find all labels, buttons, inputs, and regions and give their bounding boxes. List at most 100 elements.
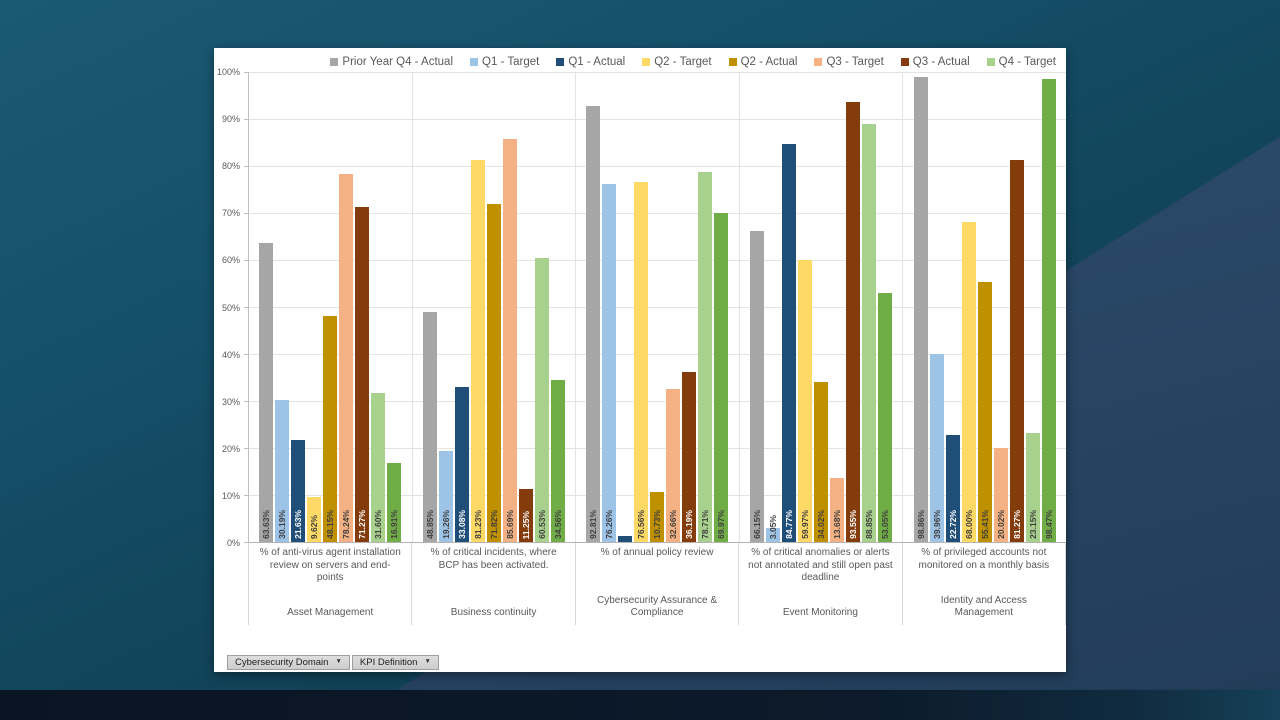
legend-marker <box>556 58 565 66</box>
bar-value-label: 34.02% <box>816 510 827 539</box>
bar-cell: 22.72% <box>945 72 960 542</box>
bar-value-label: 60.53% <box>536 510 547 539</box>
legend-label: Q1 - Target <box>482 56 540 68</box>
bar-cell: 78.24% <box>339 72 354 542</box>
y-axis-tick <box>244 307 249 308</box>
bar-q1-target <box>602 183 617 542</box>
bar-cell: 36.19% <box>682 72 697 542</box>
legend-label: Q1 - Actual <box>568 56 626 68</box>
gridline <box>249 448 1066 449</box>
bar-cell: 34.56% <box>550 72 565 542</box>
bar-prior-year-q4-actual <box>422 312 437 542</box>
bar-cell: 31.60% <box>371 72 386 542</box>
bar-prior-year-q4-actual <box>750 231 765 542</box>
bar-cell: 55.41% <box>977 72 992 542</box>
bar-q1-actual <box>454 386 469 542</box>
legend-item-q4-target: Q4 - Target <box>986 56 1056 68</box>
bar-q4-actual <box>714 213 729 542</box>
y-tick-label: 10% <box>221 490 240 501</box>
bar-q2-actual <box>814 382 829 542</box>
legend-item-prior-year-q4-actual: Prior Year Q4 - Actual <box>330 56 453 68</box>
bar-cell: 19.26% <box>438 72 453 542</box>
legend-marker <box>642 58 651 66</box>
plot-area: 63.63% 30.19% 21.63% 9.62% 48.15% 78.24% 71.27… <box>244 72 1066 543</box>
category-kpi-label: % of privileged accounts not monitored o… <box>918 547 1050 571</box>
bar-q3-target <box>993 447 1008 542</box>
bar-q1-actual <box>945 435 960 542</box>
category-kpi-label: % of critical anomalies or alerts not an… <box>748 547 893 583</box>
bar-prior-year-q4-actual <box>913 77 928 542</box>
y-axis: 0% 10% 20% 30% 40% 50% 60% 70% 80% 90% 100% <box>214 67 245 548</box>
y-tick-label: 90% <box>221 114 240 125</box>
legend-marker <box>470 58 479 66</box>
legend-item-q2-actual: Q2 - Actual <box>728 56 798 68</box>
bar-value-label: 31.60% <box>373 510 384 539</box>
bar-q4-target <box>534 257 549 542</box>
legend-label: Q2 - Actual <box>740 56 798 68</box>
bar-group-business-continuity: 48.85% 19.26% 33.08% 81.23% 71.82% 85.69% 11.2… <box>413 72 577 542</box>
bar-value-label: 39.96% <box>931 510 942 539</box>
bar-q1-actual <box>291 440 306 542</box>
bar-cell: 9.62% <box>307 72 322 542</box>
bar-q1-target <box>275 400 290 542</box>
bar-cell: 39.96% <box>929 72 944 542</box>
bar-cell: 23.15% <box>1025 72 1040 542</box>
bar-value-label: 71.82% <box>488 510 499 539</box>
gridline <box>249 260 1066 261</box>
bar-value-label: 69.97% <box>716 510 727 539</box>
category-kpi-label: % of anti-virus agent installation revie… <box>259 547 401 583</box>
bar-cell: 11.25% <box>518 72 533 542</box>
bar-value-label: 20.02% <box>995 510 1006 539</box>
bar-q2-actual <box>323 315 338 542</box>
bar-cell: 81.27% <box>1009 72 1024 542</box>
category-domain-label: Business continuity <box>450 607 537 618</box>
bar-q2-actual <box>650 491 665 542</box>
bar-group-event-monitoring: 66.15% 3.05% 84.77% 59.97% 34.02% 13.68% 93.55… <box>740 72 904 542</box>
bar-value-label: 34.56% <box>552 510 563 539</box>
bar-cell: 16.91% <box>387 72 402 542</box>
bar-value-label: 32.66% <box>668 510 679 539</box>
bar-value-label: 93.55% <box>848 510 859 539</box>
bar-value-label: 63.63% <box>261 510 272 539</box>
bar-q4-target <box>371 393 386 542</box>
category-cell-identity-and-access-management: % of privileged accounts not monitored o… <box>901 543 1067 625</box>
bar-q3-actual <box>682 371 697 542</box>
bar-cell: 30.19% <box>275 72 290 542</box>
category-axis: % of anti-virus agent installation revie… <box>248 543 1067 625</box>
cybersecurity-domain-filter-button[interactable]: Cybersecurity Domain ▼ <box>227 655 350 670</box>
bar-cell: 78.71% <box>698 72 713 542</box>
bar-q3-actual <box>846 102 861 542</box>
category-kpi-label: % of annual policy review <box>600 547 714 558</box>
gridline <box>249 119 1066 120</box>
legend-item-q3-target: Q3 - Target <box>814 56 884 68</box>
bar-value-label: 11.25% <box>520 510 531 539</box>
y-axis-tick <box>244 542 249 543</box>
y-tick-label: 20% <box>221 443 240 454</box>
bar-value-label: 76.56% <box>636 510 647 539</box>
bar-value-label: 55.41% <box>979 510 990 539</box>
bar-value-label: 21.63% <box>293 510 304 539</box>
legend-label: Q2 - Target <box>654 56 712 68</box>
bar-cell: 88.85% <box>862 72 877 542</box>
bar-cell: 59.97% <box>798 72 813 542</box>
bar-value-label: 92.81% <box>588 510 599 539</box>
bar-group-identity-and-access-management: 98.86% 39.96% 22.72% 68.00% 55.41% 20.02% 81.2… <box>903 72 1066 542</box>
kpi-definition-filter-button[interactable]: KPI Definition ▼ <box>351 655 439 670</box>
bar-value-label: 53.05% <box>880 510 891 539</box>
bar-value-label: 48.85% <box>424 510 435 539</box>
bar-q1-target <box>438 451 453 542</box>
category-domain-label: Identity and Access Management <box>940 595 1027 618</box>
y-tick-label: 50% <box>221 302 240 313</box>
bar-value-label: 9.62% <box>309 514 320 539</box>
dropdown-caret-icon: ▼ <box>424 657 431 665</box>
bar-q1-target <box>929 354 944 542</box>
bar-cell: 85.69% <box>502 72 517 542</box>
bar-cell: 60.53% <box>534 72 549 542</box>
bar-q2-target <box>307 496 322 542</box>
bar-cell: 3.05% <box>766 72 781 542</box>
y-axis-tick <box>244 260 249 261</box>
bar-cell: 98.47% <box>1041 72 1056 542</box>
bar-q4-target <box>862 124 877 542</box>
category-domain-label: Event Monitoring <box>782 607 858 618</box>
gridline <box>249 213 1066 214</box>
